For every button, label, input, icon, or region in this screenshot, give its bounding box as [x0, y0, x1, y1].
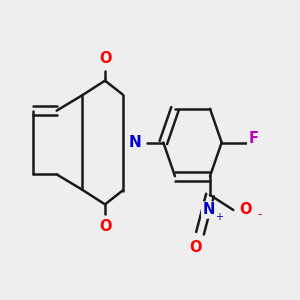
Text: O: O: [99, 219, 111, 234]
Text: O: O: [189, 240, 201, 255]
Text: F: F: [248, 131, 258, 146]
Text: N: N: [202, 202, 214, 217]
Text: +: +: [215, 212, 223, 222]
Text: N: N: [129, 135, 141, 150]
Text: O: O: [239, 202, 251, 217]
Text: O: O: [99, 51, 111, 66]
Text: -: -: [257, 208, 262, 221]
